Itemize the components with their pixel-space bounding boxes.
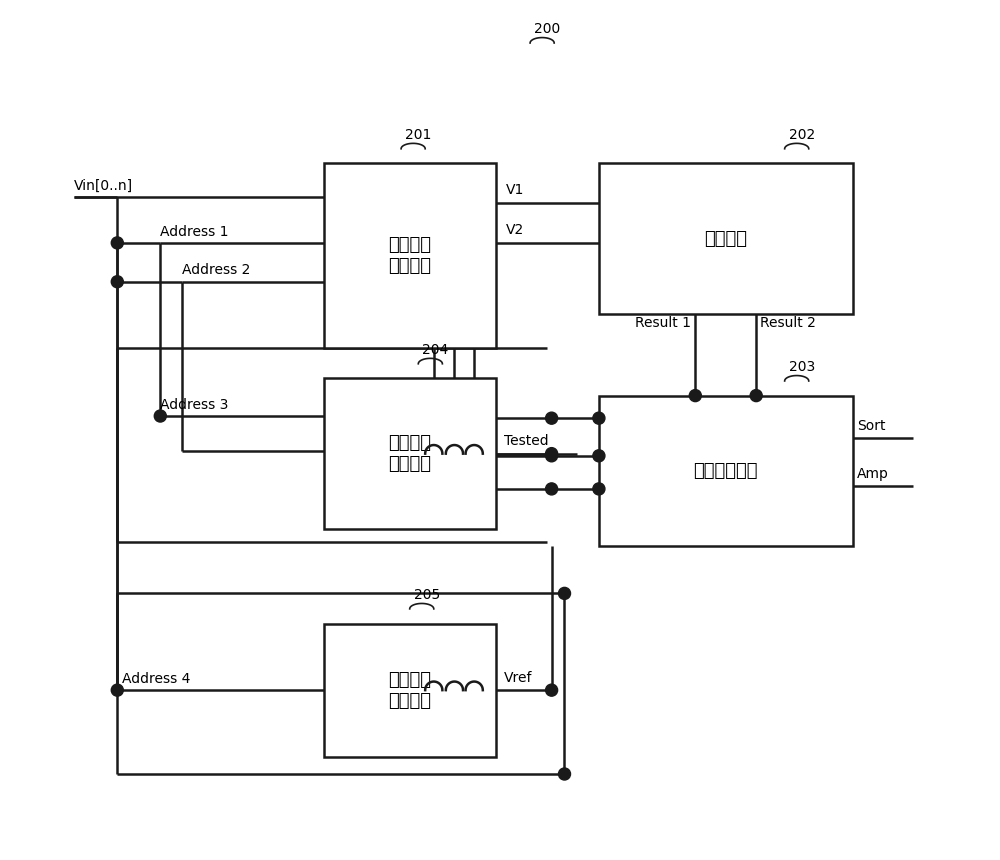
Text: 被测信号
选择电路: 被测信号 选择电路 [388,434,431,473]
Text: Vref: Vref [504,671,533,685]
Text: 205: 205 [414,588,440,602]
Text: Result 2: Result 2 [760,316,816,329]
Circle shape [546,450,558,462]
Text: 多路信号
选择电路: 多路信号 选择电路 [388,237,431,275]
Circle shape [558,587,571,599]
FancyBboxPatch shape [324,163,496,348]
Text: V2: V2 [506,223,524,237]
Circle shape [111,237,123,249]
FancyBboxPatch shape [599,163,853,314]
Text: 201: 201 [405,128,431,142]
Circle shape [111,685,123,697]
Circle shape [154,410,166,422]
Circle shape [546,412,558,424]
Circle shape [750,390,762,402]
Circle shape [111,276,123,288]
Circle shape [546,447,558,459]
Text: 参考电压
切换电路: 参考电压 切换电路 [388,671,431,710]
Text: Address 1: Address 1 [160,224,229,238]
Text: Vin[0..n]: Vin[0..n] [74,178,133,193]
Circle shape [593,450,605,462]
Text: 203: 203 [789,360,815,374]
Text: Amp: Amp [857,467,889,481]
Text: Address 3: Address 3 [160,397,229,412]
Text: 204: 204 [422,343,449,357]
Text: Tested: Tested [504,434,549,449]
Text: Address 2: Address 2 [182,263,250,278]
Circle shape [558,768,571,780]
Text: 逻辑运算单元: 逻辑运算单元 [693,462,758,480]
FancyBboxPatch shape [324,624,496,757]
Text: 200: 200 [534,22,560,36]
Circle shape [546,685,558,697]
FancyBboxPatch shape [324,378,496,529]
Circle shape [593,412,605,424]
Circle shape [593,483,605,495]
Text: Result 1: Result 1 [635,316,691,329]
Text: V1: V1 [506,183,524,197]
Text: 比较电路: 比较电路 [704,230,747,248]
Circle shape [546,483,558,495]
Text: Sort: Sort [857,419,885,433]
FancyBboxPatch shape [599,396,853,546]
Text: 202: 202 [789,128,815,142]
Text: Address 4: Address 4 [122,672,190,686]
Circle shape [689,390,701,402]
